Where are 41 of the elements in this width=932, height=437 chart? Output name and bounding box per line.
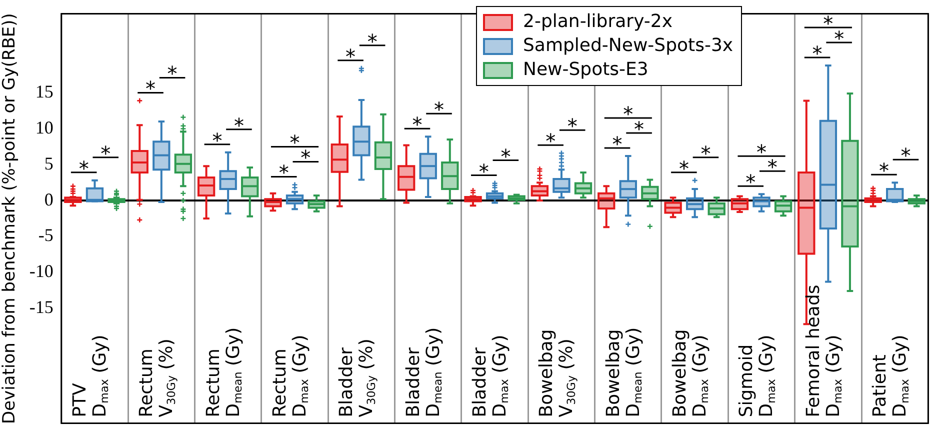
annotation: * (300, 146, 311, 170)
y-tick-label: 5 (44, 153, 54, 174)
y-tick-label: -5 (38, 225, 54, 246)
annotation: * (290, 130, 300, 155)
y-tick-label: 10 (35, 117, 54, 138)
annotation: * (78, 156, 89, 180)
annotation: * (412, 112, 422, 137)
annotation: * (234, 113, 244, 138)
legend-label: 2-plan-library-2x (523, 10, 673, 34)
annotation: * (500, 144, 511, 168)
annotation: * (746, 170, 756, 194)
annotation: * (623, 102, 634, 126)
annotation: * (634, 117, 644, 142)
legend-label: New-Spots-E3 (523, 58, 648, 82)
annotation: * (767, 155, 778, 180)
annotation: * (567, 114, 578, 138)
annotation: * (100, 141, 111, 166)
annotation: * (756, 140, 767, 164)
legend-label: Sampled-New-Spots-3x (523, 34, 734, 58)
annotation: * (212, 128, 222, 152)
annotation: * (367, 29, 378, 54)
annotation: * (434, 98, 444, 122)
annotation: * (278, 160, 289, 185)
annotation: * (834, 26, 844, 51)
annotation: * (823, 12, 834, 36)
y-tick-label: 15 (35, 82, 54, 102)
annotation: * (612, 132, 622, 156)
y-tick-label: 0 (44, 189, 54, 210)
annotation: * (167, 62, 178, 86)
y-axis-title: Deviation from benchmark (%-point or Gy(RBE)) (0, 13, 20, 424)
y-tick-label: -15 (29, 297, 54, 318)
annotation: * (700, 141, 711, 166)
annotation: * (900, 144, 911, 168)
annotation: * (678, 156, 689, 180)
annotation: * (546, 129, 556, 154)
annotation: * (478, 159, 489, 184)
annotation: * (346, 44, 356, 68)
y-tick-label: -10 (29, 261, 54, 282)
annotation: * (812, 42, 822, 66)
annotation: * (146, 76, 156, 101)
annotation: * (878, 158, 889, 183)
